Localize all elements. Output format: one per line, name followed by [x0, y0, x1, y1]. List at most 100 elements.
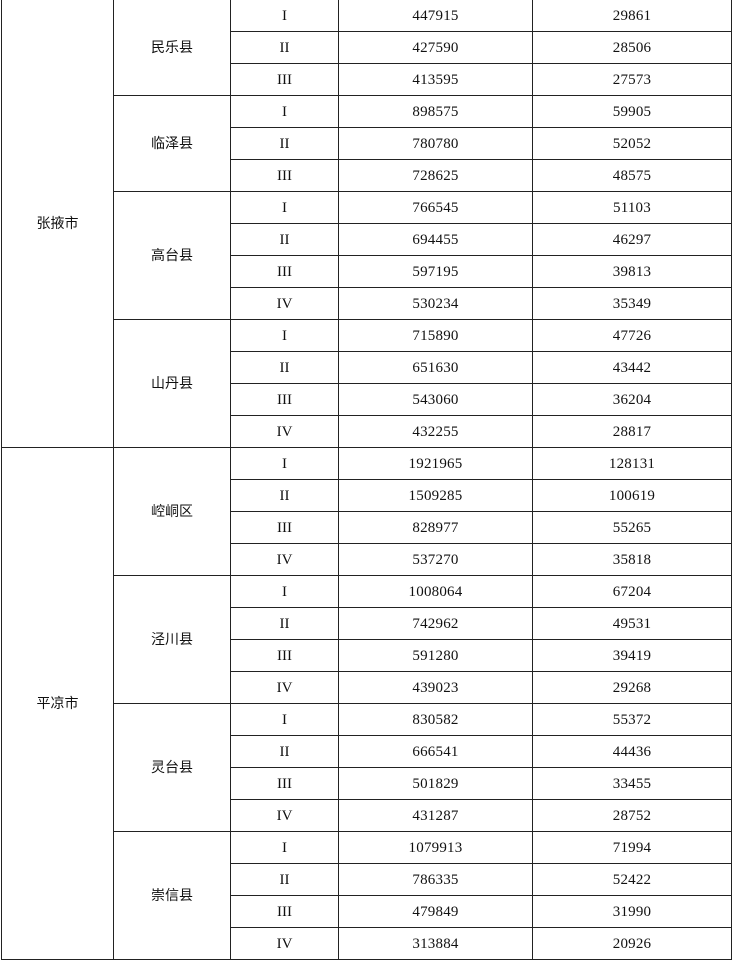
value2-cell: 39813	[532, 255, 732, 288]
table-row: 临泽县 I 898575 59905	[2, 95, 732, 192]
grade-cell: III	[230, 159, 339, 192]
grade-cell: II	[230, 863, 339, 896]
value2-cell: 44436	[532, 735, 732, 768]
table-row: 平凉市 崆峒区 I 1921965 128131	[1, 447, 732, 960]
table-row: 崇信县 I 1079913 71994	[2, 831, 732, 960]
grade-cell: III	[230, 639, 339, 672]
table-row: III 479849 31990	[2, 895, 732, 928]
value2-cell: 27573	[532, 63, 732, 96]
grade-cell: II	[230, 479, 339, 512]
grade-cell: II	[230, 607, 339, 640]
table-row: III 597195 39813	[2, 255, 732, 288]
county-cell: 崆峒区	[113, 447, 231, 576]
value2-cell: 48575	[532, 159, 732, 192]
value-cell: 447915	[338, 0, 533, 32]
value-cell: 786335	[338, 863, 533, 896]
table-row: II 1509285 100619	[2, 479, 732, 512]
value-cell: 666541	[338, 735, 533, 768]
table-row: IV 537270 35818	[2, 543, 732, 576]
county-cell: 泾川县	[113, 575, 231, 704]
grade-cell: I	[230, 0, 339, 32]
table-row: II 780780 52052	[2, 127, 732, 160]
value-cell: 651630	[338, 351, 533, 384]
value2-cell: 46297	[532, 223, 732, 256]
grade-cell: I	[230, 575, 339, 608]
value2-cell: 35818	[532, 543, 732, 576]
value2-cell: 100619	[532, 479, 732, 512]
table-row: IV 313884 20926	[2, 927, 732, 960]
value2-cell: 28817	[532, 415, 732, 448]
value2-cell: 28752	[532, 799, 732, 832]
grade-cell: IV	[230, 671, 339, 704]
table-row: II 651630 43442	[2, 351, 732, 384]
grade-cell: II	[230, 735, 339, 768]
table-row: 高台县 I 766545 51103	[2, 191, 732, 320]
grade-cell: IV	[230, 927, 339, 960]
value-cell: 742962	[338, 607, 533, 640]
value-cell: 780780	[338, 127, 533, 160]
county-cell: 崇信县	[113, 831, 231, 960]
grade-cell: III	[230, 767, 339, 800]
value-cell: 591280	[338, 639, 533, 672]
value2-cell: 33455	[532, 767, 732, 800]
county-cell: 山丹县	[113, 319, 231, 448]
value-cell: 427590	[338, 31, 533, 64]
grade-cell: II	[230, 351, 339, 384]
value2-cell: 59905	[532, 95, 732, 128]
grade-cell: IV	[230, 415, 339, 448]
county-cell: 临泽县	[113, 95, 231, 192]
value-cell: 530234	[338, 287, 533, 320]
city-cell: 张掖市	[1, 0, 114, 448]
value-cell: 1509285	[338, 479, 533, 512]
value-cell: 597195	[338, 255, 533, 288]
value2-cell: 52422	[532, 863, 732, 896]
value2-cell: 55372	[532, 703, 732, 736]
grade-cell: III	[230, 511, 339, 544]
table-row: IV 432255 28817	[2, 415, 732, 448]
value-cell: 1079913	[338, 831, 533, 864]
table-row: IV 530234 35349	[2, 287, 732, 320]
county-cell: 灵台县	[113, 703, 231, 832]
value2-cell: 51103	[532, 191, 732, 224]
value-cell: 828977	[338, 511, 533, 544]
value2-cell: 29861	[532, 0, 732, 32]
grade-cell: II	[230, 223, 339, 256]
value2-cell: 71994	[532, 831, 732, 864]
grade-cell: IV	[230, 799, 339, 832]
value2-cell: 55265	[532, 511, 732, 544]
value-cell: 1921965	[338, 447, 533, 480]
value2-cell: 47726	[532, 319, 732, 352]
table-row: IV 431287 28752	[2, 799, 732, 832]
county-cell: 高台县	[113, 191, 231, 320]
value-cell: 694455	[338, 223, 533, 256]
table-row: III 413595 27573	[2, 63, 732, 96]
grade-cell: III	[230, 255, 339, 288]
grade-cell: I	[230, 831, 339, 864]
value2-cell: 28506	[532, 31, 732, 64]
value-cell: 313884	[338, 927, 533, 960]
value2-cell: 128131	[532, 447, 732, 480]
value-cell: 413595	[338, 63, 533, 96]
table-row: II 694455 46297	[2, 223, 732, 256]
value2-cell: 35349	[532, 287, 732, 320]
grade-cell: IV	[230, 287, 339, 320]
table-row: 灵台县 I 830582 55372	[2, 703, 732, 832]
value-cell: 439023	[338, 671, 533, 704]
grade-cell: I	[230, 191, 339, 224]
value-cell: 432255	[338, 415, 533, 448]
table-row: 山丹县 I 715890 47726	[2, 319, 732, 448]
grade-cell: III	[230, 895, 339, 928]
value2-cell: 31990	[532, 895, 732, 928]
value-cell: 1008064	[338, 575, 533, 608]
grade-cell: I	[230, 319, 339, 352]
value-cell: 766545	[338, 191, 533, 224]
value-cell: 479849	[338, 895, 533, 928]
value2-cell: 49531	[532, 607, 732, 640]
value2-cell: 52052	[532, 127, 732, 160]
county-cell: 民乐县	[113, 0, 231, 96]
grade-cell: IV	[230, 543, 339, 576]
grade-cell: I	[230, 95, 339, 128]
value2-cell: 43442	[532, 351, 732, 384]
city-cell: 平凉市	[1, 447, 114, 960]
